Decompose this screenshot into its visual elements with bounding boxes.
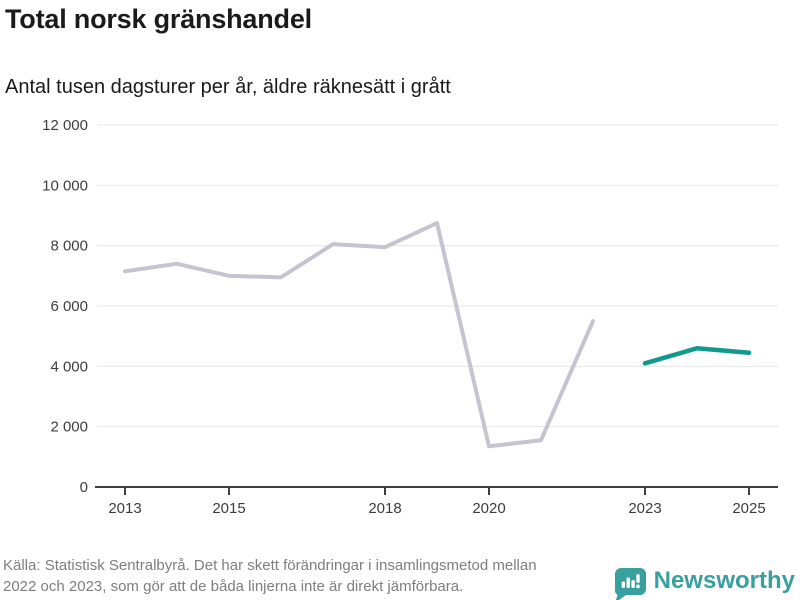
newsworthy-chart-bubble-icon	[614, 568, 646, 600]
source-note-line1: Källa: Statistisk Sentralbyrå. Det har s…	[3, 557, 537, 574]
series-line-aldre-raknesatt	[123, 221, 595, 449]
x-tick-label: 2018	[368, 500, 401, 517]
speech-bubble-shape	[614, 568, 646, 600]
source-note: Källa: Statistisk Sentralbyrå. Det har s…	[3, 555, 643, 597]
series-line-nyare-raknesatt	[642, 345, 752, 366]
x-tick-label: 2013	[108, 500, 141, 517]
x-tick-label: 2023	[628, 500, 661, 517]
x-tick-label: 2015	[212, 500, 245, 517]
y-tick-label: 8 000	[50, 238, 88, 255]
source-note-line2: 2022 och 2023, som gör att de båda linje…	[3, 578, 464, 595]
bar-chart-glyph	[621, 574, 640, 589]
x-tick-label: 2025	[732, 500, 765, 517]
chart-subtitle: Antal tusen dagsturer per år, äldre räkn…	[5, 76, 451, 98]
newsworthy-brand: Newsworthy	[613, 566, 795, 600]
newsworthy-wordmark: Newsworthy	[653, 567, 795, 594]
y-tick-label: 4 000	[50, 358, 88, 375]
y-tick-label: 12 000	[42, 117, 88, 134]
chart-title: Total norsk gränshandel	[5, 4, 312, 34]
y-tick-label: 0	[80, 479, 88, 496]
y-tick-label: 10 000	[42, 177, 88, 194]
x-tick-label: 2020	[472, 500, 505, 517]
y-tick-label: 6 000	[50, 298, 88, 315]
y-tick-label: 2 000	[50, 419, 88, 436]
